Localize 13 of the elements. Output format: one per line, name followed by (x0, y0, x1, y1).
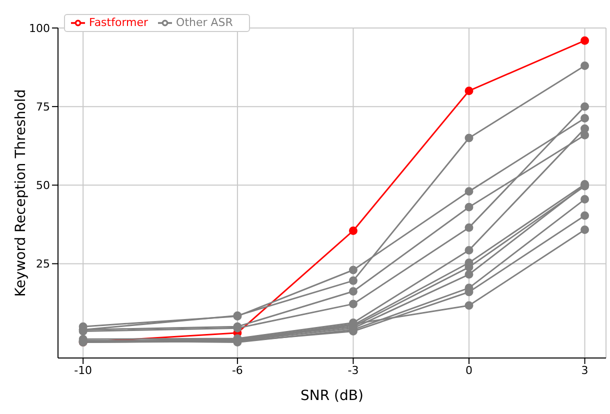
y-tick-label: 25 (36, 258, 50, 271)
y-axis-title: Keyword Reception Threshold (12, 89, 29, 297)
x-tick-label: -10 (74, 364, 92, 377)
x-tick-label: 0 (466, 364, 472, 377)
y-tick-label: 75 (36, 100, 50, 114)
legend-label: Other ASR (176, 16, 233, 30)
x-tick-label: 3 (581, 364, 588, 377)
legend-label: Fastformer (89, 16, 148, 30)
x-tick-label: -6 (232, 364, 243, 377)
y-tick-label: 100 (29, 22, 50, 35)
y-tick-label: 50 (36, 179, 50, 192)
x-axis-title: SNR (dB) (300, 388, 364, 404)
x-tick-label: -3 (348, 364, 359, 377)
